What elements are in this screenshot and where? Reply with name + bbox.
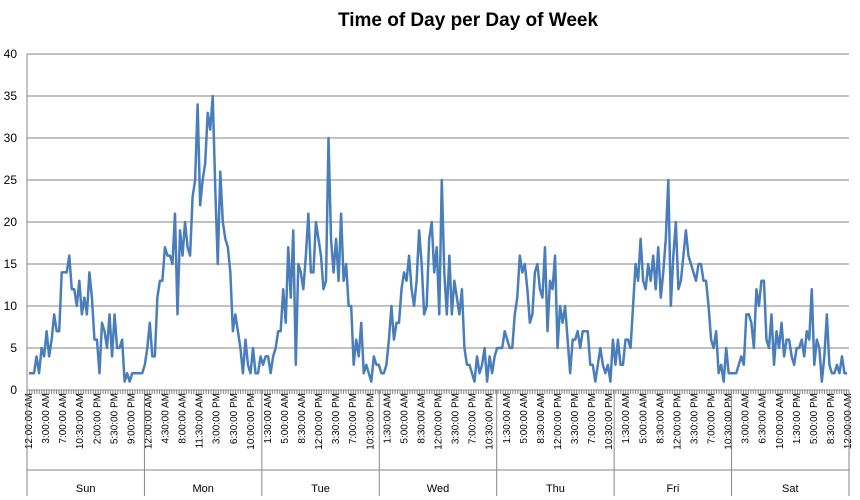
day-group-label: Sun <box>76 483 96 495</box>
x-tick-label: 8:30:00 AM <box>416 393 427 444</box>
x-tick-label: 12:00:00 PM <box>553 393 564 450</box>
x-tick-label: 6:30:00 PM <box>229 393 240 444</box>
y-tick-label: 15 <box>4 257 18 271</box>
x-tick-label: 7:00:00 PM <box>348 393 359 444</box>
x-tick-label: 7:00:00 PM <box>707 393 718 444</box>
x-tick-label: 7:00:00 PM <box>587 393 598 444</box>
x-tick-label: 1:30:00 PM <box>792 393 803 444</box>
x-tick-label: 5:00:00 AM <box>280 393 291 444</box>
x-tick-label: 8:30:00 PM <box>826 393 837 444</box>
x-tick-label: 8:30:00 AM <box>536 393 547 444</box>
y-tick-label: 10 <box>4 299 18 313</box>
x-tick-label: 3:30:00 PM <box>451 393 462 444</box>
x-tick-label: 6:30:00 AM <box>758 393 769 444</box>
x-tick-label: 1:30:00 AM <box>621 393 632 444</box>
x-tick-label: 3:30:00 PM <box>331 393 342 444</box>
x-tick-label: 7:00:00 AM <box>58 393 69 444</box>
x-tick-label: 9:00:00 PM <box>126 393 137 444</box>
y-tick-label: 30 <box>4 131 18 145</box>
y-tick-label: 35 <box>4 89 18 103</box>
day-group-label: Sat <box>782 483 799 495</box>
x-tick-label: 2:00:00 PM <box>92 393 103 444</box>
x-tick-label: 12:00:00 AM <box>143 393 154 449</box>
x-axis: 12:00:00 AM 3:00:00 AM 7:00:00 AM 10:30:00 … <box>24 389 854 496</box>
x-tick-label: 10:30:00 PM <box>365 393 376 450</box>
day-group-label: Wed <box>427 483 449 495</box>
x-tick-label: 10:00:00 PM <box>246 393 257 450</box>
x-tick-label: 3:00:00 AM <box>741 393 752 444</box>
x-tick-label: 3:00:00 AM <box>41 393 52 444</box>
y-axis: 0 5 10 15 20 25 30 35 40 <box>4 47 28 397</box>
day-group-label: Thu <box>546 483 565 495</box>
y-tick-label: 0 <box>10 383 17 397</box>
x-tick-label: 1:30:00 AM <box>263 393 274 444</box>
x-tick-label: 1:30:00 AM <box>382 393 393 444</box>
x-tick-label: 4:30:00 AM <box>161 393 172 444</box>
x-tick-label: 1:30:00 AM <box>502 393 513 444</box>
day-group-label: Tue <box>311 483 330 495</box>
x-tick-label: 12:00:00 PM <box>672 393 683 450</box>
x-tick-label: 8:30:00 AM <box>297 393 308 444</box>
y-tick-label: 20 <box>4 215 18 229</box>
x-tick-label: 12:00:00 PM <box>314 393 325 450</box>
x-tick-label: 8:00:00 AM <box>178 393 189 444</box>
x-tick-label: 5:30:00 PM <box>109 393 120 444</box>
x-tick-label: 3:00:00 PM <box>212 393 223 444</box>
x-tick-label: 11:30:00 AM <box>195 393 206 448</box>
y-tick-label: 25 <box>4 173 18 187</box>
x-tick-label: 3:30:00 PM <box>570 393 581 444</box>
x-tick-label: 10:00:00 AM <box>775 393 786 449</box>
day-group-label: Fri <box>666 483 679 495</box>
x-tick-label: 3:30:00 PM <box>689 393 700 444</box>
x-tick-label: 10:30:00 PM <box>485 393 496 450</box>
series-line <box>29 94 847 383</box>
x-tick-label: 8:30:00 AM <box>655 393 666 444</box>
x-tick-label: 5:00:00 PM <box>809 393 820 444</box>
day-group-label: Mon <box>192 483 213 495</box>
x-tick-label: 7:00:00 PM <box>468 393 479 444</box>
x-tick-label: 10:30:00 AM <box>75 393 86 449</box>
chart-title: Time of Day per Day of Week <box>337 10 599 31</box>
x-tick-label: 10:30:00 PM <box>724 393 735 450</box>
y-tick-label: 5 <box>10 341 17 355</box>
x-tick-label: 5:00:00 AM <box>399 393 410 444</box>
x-tick-label: 5:00:00 AM <box>519 393 530 444</box>
x-tick-label: 12:00:00 AM <box>24 393 35 449</box>
x-tick-label: 5:00:00 AM <box>638 393 649 444</box>
y-tick-label: 40 <box>4 47 18 61</box>
x-tick-label: 12:00:00 PM <box>434 393 445 450</box>
series-layer <box>29 94 847 383</box>
x-tick-label: 10:30:00 PM <box>604 393 615 450</box>
